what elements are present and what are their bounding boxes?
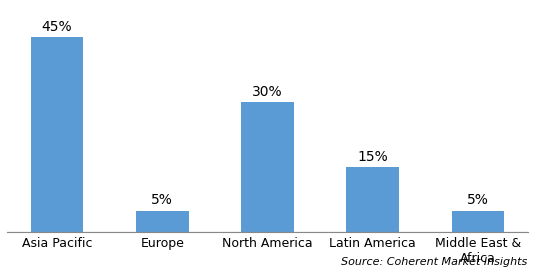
Text: 5%: 5% — [467, 193, 489, 207]
Text: 30%: 30% — [252, 85, 283, 99]
Bar — [31, 37, 83, 232]
Text: 5%: 5% — [151, 193, 173, 207]
Bar — [346, 167, 399, 232]
Text: Source: Coherent Market Insights: Source: Coherent Market Insights — [341, 256, 527, 267]
Bar — [136, 211, 188, 232]
Bar — [451, 211, 504, 232]
Bar — [241, 102, 294, 232]
Text: 45%: 45% — [41, 20, 72, 34]
Text: 15%: 15% — [357, 150, 388, 164]
